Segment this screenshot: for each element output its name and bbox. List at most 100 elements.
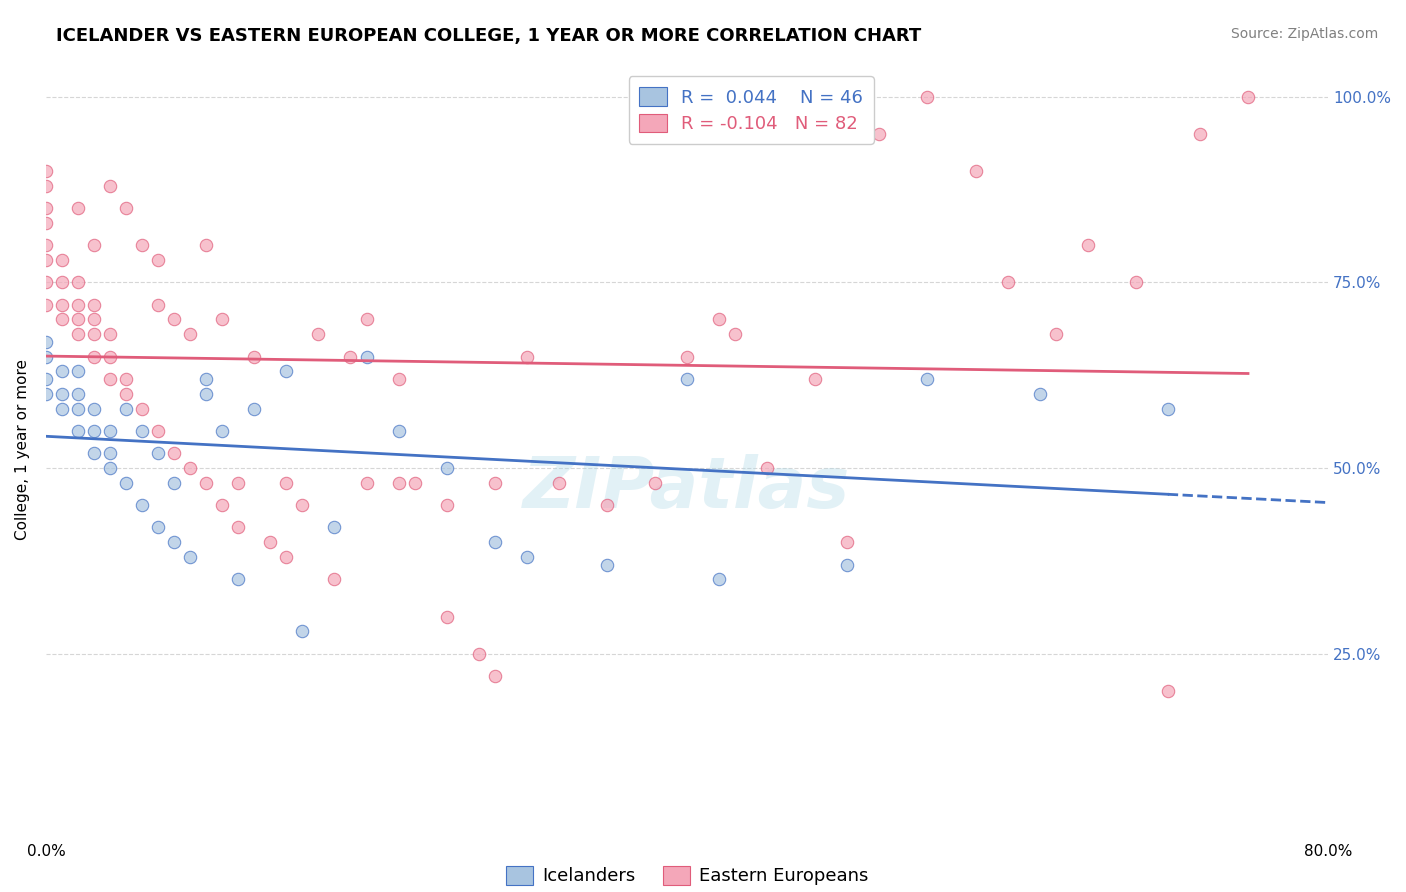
Point xyxy=(676,372,699,386)
Point xyxy=(66,201,89,215)
Point xyxy=(676,350,699,364)
Point xyxy=(83,424,105,438)
Point xyxy=(837,535,859,549)
Point xyxy=(276,364,298,378)
Point xyxy=(1028,386,1050,401)
Point xyxy=(195,386,218,401)
Point xyxy=(211,424,233,438)
Point xyxy=(547,475,569,490)
Point xyxy=(66,327,89,342)
Point xyxy=(131,498,153,512)
Point xyxy=(484,669,506,683)
Point xyxy=(707,573,730,587)
Point xyxy=(146,446,169,460)
Point xyxy=(356,475,378,490)
Point xyxy=(307,327,329,342)
Point xyxy=(83,446,105,460)
Point xyxy=(868,127,890,141)
Point xyxy=(1077,238,1099,252)
Point xyxy=(131,238,153,252)
Point xyxy=(339,350,361,364)
Point xyxy=(997,276,1019,290)
Text: ICELANDER VS EASTERN EUROPEAN COLLEGE, 1 YEAR OR MORE CORRELATION CHART: ICELANDER VS EASTERN EUROPEAN COLLEGE, 1… xyxy=(56,27,921,45)
Point xyxy=(917,89,939,103)
Point xyxy=(51,276,73,290)
Point xyxy=(35,201,58,215)
Point xyxy=(467,647,489,661)
Point xyxy=(291,624,314,639)
Point xyxy=(35,372,58,386)
Point xyxy=(259,535,281,549)
Point xyxy=(195,372,218,386)
Text: ZIPatlas: ZIPatlas xyxy=(523,454,851,523)
Point xyxy=(644,475,666,490)
Point xyxy=(83,350,105,364)
Point xyxy=(195,238,218,252)
Point xyxy=(356,350,378,364)
Point xyxy=(83,312,105,326)
Point xyxy=(51,253,73,268)
Point xyxy=(195,475,218,490)
Point xyxy=(51,386,73,401)
Point xyxy=(66,386,89,401)
Point xyxy=(436,498,458,512)
Point xyxy=(226,573,249,587)
Point xyxy=(756,461,779,475)
Point xyxy=(404,475,426,490)
Point xyxy=(596,558,619,572)
Point xyxy=(163,535,186,549)
Point xyxy=(436,609,458,624)
Point xyxy=(226,475,249,490)
Point xyxy=(35,298,58,312)
Point xyxy=(387,424,409,438)
Point xyxy=(83,327,105,342)
Point xyxy=(51,364,73,378)
Point xyxy=(35,334,58,349)
Point xyxy=(917,372,939,386)
Point xyxy=(356,312,378,326)
Point xyxy=(1188,127,1211,141)
Point xyxy=(163,446,186,460)
Point xyxy=(226,520,249,534)
Point xyxy=(146,424,169,438)
Point xyxy=(163,312,186,326)
Point xyxy=(83,298,105,312)
Point xyxy=(146,298,169,312)
Point xyxy=(146,520,169,534)
Point xyxy=(98,350,121,364)
Point xyxy=(323,573,346,587)
Point xyxy=(51,401,73,416)
Point xyxy=(66,424,89,438)
Point xyxy=(707,312,730,326)
Point xyxy=(146,253,169,268)
Point xyxy=(131,401,153,416)
Point xyxy=(51,312,73,326)
Point xyxy=(211,312,233,326)
Point xyxy=(179,461,201,475)
Point xyxy=(66,276,89,290)
Point xyxy=(516,350,538,364)
Point xyxy=(276,475,298,490)
Point xyxy=(35,276,58,290)
Point xyxy=(243,350,266,364)
Point xyxy=(965,164,987,178)
Point xyxy=(387,372,409,386)
Point xyxy=(724,327,747,342)
Point xyxy=(323,520,346,534)
Point xyxy=(115,386,138,401)
Point xyxy=(1125,276,1147,290)
Point xyxy=(98,446,121,460)
Point xyxy=(35,164,58,178)
Point xyxy=(98,461,121,475)
Point xyxy=(98,424,121,438)
Point xyxy=(35,386,58,401)
Point xyxy=(804,372,827,386)
Point xyxy=(35,216,58,230)
Point xyxy=(131,424,153,438)
Point xyxy=(1237,89,1260,103)
Point xyxy=(83,401,105,416)
Y-axis label: College, 1 year or more: College, 1 year or more xyxy=(15,359,30,540)
Point xyxy=(211,498,233,512)
Point xyxy=(35,178,58,193)
Point xyxy=(387,475,409,490)
